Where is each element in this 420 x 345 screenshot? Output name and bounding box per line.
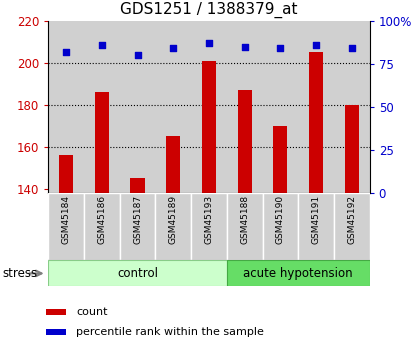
Bar <box>334 21 370 193</box>
Text: GSM45192: GSM45192 <box>347 195 356 244</box>
Bar <box>84 21 120 193</box>
Bar <box>334 193 370 260</box>
Bar <box>298 21 334 193</box>
Bar <box>262 21 298 193</box>
Bar <box>48 260 227 286</box>
Bar <box>262 193 298 260</box>
Bar <box>84 193 120 260</box>
Bar <box>59 155 74 193</box>
Bar <box>227 21 262 193</box>
Text: GSM45186: GSM45186 <box>97 195 106 244</box>
Bar <box>155 21 191 193</box>
Text: acute hypotension: acute hypotension <box>243 267 353 280</box>
Text: stress: stress <box>2 267 37 280</box>
Text: count: count <box>76 306 108 316</box>
Bar <box>345 105 359 193</box>
Point <box>134 52 141 58</box>
Point <box>206 40 212 46</box>
Bar <box>191 21 227 193</box>
Text: GSM45189: GSM45189 <box>169 195 178 244</box>
Point <box>241 44 248 49</box>
Bar <box>48 193 84 260</box>
Bar <box>298 21 334 193</box>
Point <box>170 46 177 51</box>
Bar <box>238 90 252 193</box>
Text: GSM45184: GSM45184 <box>62 195 71 244</box>
Bar <box>48 21 84 193</box>
Bar <box>47 329 66 335</box>
Text: GSM45187: GSM45187 <box>133 195 142 244</box>
Bar <box>191 193 227 260</box>
Text: percentile rank within the sample: percentile rank within the sample <box>76 327 264 337</box>
Bar <box>309 52 323 193</box>
Point <box>98 42 105 48</box>
Text: GSM45190: GSM45190 <box>276 195 285 244</box>
Bar <box>227 21 262 193</box>
Bar <box>166 136 181 193</box>
Text: control: control <box>117 267 158 280</box>
Bar <box>202 61 216 193</box>
Bar <box>120 21 155 193</box>
Bar <box>262 21 298 193</box>
Bar <box>334 21 370 193</box>
Point <box>63 49 70 55</box>
Bar <box>130 178 144 193</box>
Bar <box>120 21 155 193</box>
Text: GSM45193: GSM45193 <box>205 195 213 244</box>
Bar <box>84 21 120 193</box>
Bar <box>155 193 191 260</box>
Bar <box>95 92 109 193</box>
Text: GSM45188: GSM45188 <box>240 195 249 244</box>
Title: GDS1251 / 1388379_at: GDS1251 / 1388379_at <box>120 2 298 18</box>
Bar <box>48 21 84 193</box>
Bar <box>120 193 155 260</box>
Point <box>349 46 355 51</box>
Bar <box>227 193 262 260</box>
Bar <box>298 193 334 260</box>
Text: GSM45191: GSM45191 <box>312 195 320 244</box>
Bar <box>191 21 227 193</box>
Point <box>277 46 284 51</box>
Bar <box>47 308 66 315</box>
Point <box>312 42 319 48</box>
Bar <box>227 260 370 286</box>
Bar <box>155 21 191 193</box>
Bar <box>273 126 288 193</box>
